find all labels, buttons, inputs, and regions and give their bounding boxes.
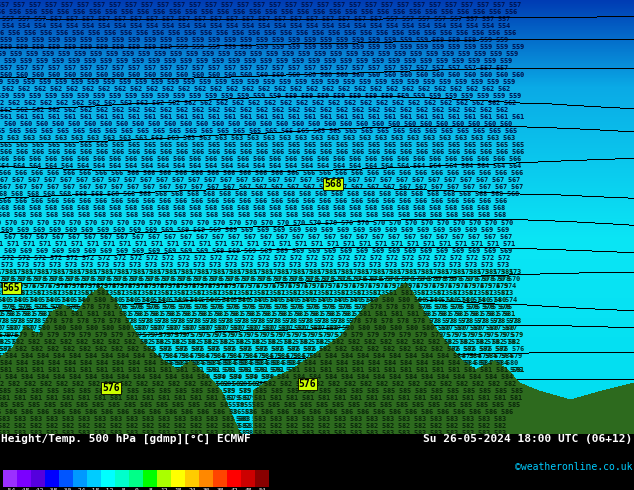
Text: 18: 18	[174, 489, 182, 490]
Text: Height/Temp. 500 hPa [gdmp][°C] ECMWF: Height/Temp. 500 hPa [gdmp][°C] ECMWF	[1, 434, 251, 444]
Bar	[87, 470, 101, 487]
Text: 568: 568	[324, 179, 342, 189]
Text: -8: -8	[119, 489, 126, 490]
Text: 565: 565	[3, 283, 20, 294]
Text: 8: 8	[148, 489, 152, 490]
Text: -30: -30	[61, 489, 72, 490]
Text: -42: -42	[32, 489, 44, 490]
Text: 48: 48	[245, 489, 252, 490]
Text: 24: 24	[189, 489, 196, 490]
Text: 30: 30	[203, 489, 210, 490]
Bar	[45, 470, 59, 487]
Text: Su 26-05-2024 18:00 UTC (06+12): Su 26-05-2024 18:00 UTC (06+12)	[424, 434, 633, 444]
Text: 0: 0	[134, 489, 138, 490]
Bar	[171, 470, 185, 487]
Text: 576: 576	[102, 383, 120, 393]
Bar	[101, 470, 115, 487]
Text: 38: 38	[217, 489, 224, 490]
Bar	[228, 470, 242, 487]
Bar	[157, 470, 171, 487]
Bar	[115, 470, 129, 487]
Bar	[199, 470, 214, 487]
Bar	[74, 470, 87, 487]
Text: 54: 54	[259, 489, 266, 490]
Text: 12: 12	[160, 489, 168, 490]
Text: 576: 576	[299, 379, 316, 389]
Bar	[214, 470, 228, 487]
Bar	[242, 470, 256, 487]
Text: -24: -24	[75, 489, 86, 490]
Bar	[129, 470, 143, 487]
Bar	[143, 470, 157, 487]
Bar	[31, 470, 45, 487]
Text: ©weatheronline.co.uk: ©weatheronline.co.uk	[515, 462, 633, 472]
Bar	[59, 470, 74, 487]
Bar	[185, 470, 199, 487]
Text: -38: -38	[46, 489, 58, 490]
Text: 42: 42	[231, 489, 238, 490]
Bar	[17, 470, 31, 487]
Text: -12: -12	[103, 489, 114, 490]
Bar	[3, 470, 17, 487]
Bar	[256, 470, 269, 487]
Text: -18: -18	[89, 489, 100, 490]
Text: -48: -48	[18, 489, 30, 490]
Text: -54: -54	[4, 489, 16, 490]
